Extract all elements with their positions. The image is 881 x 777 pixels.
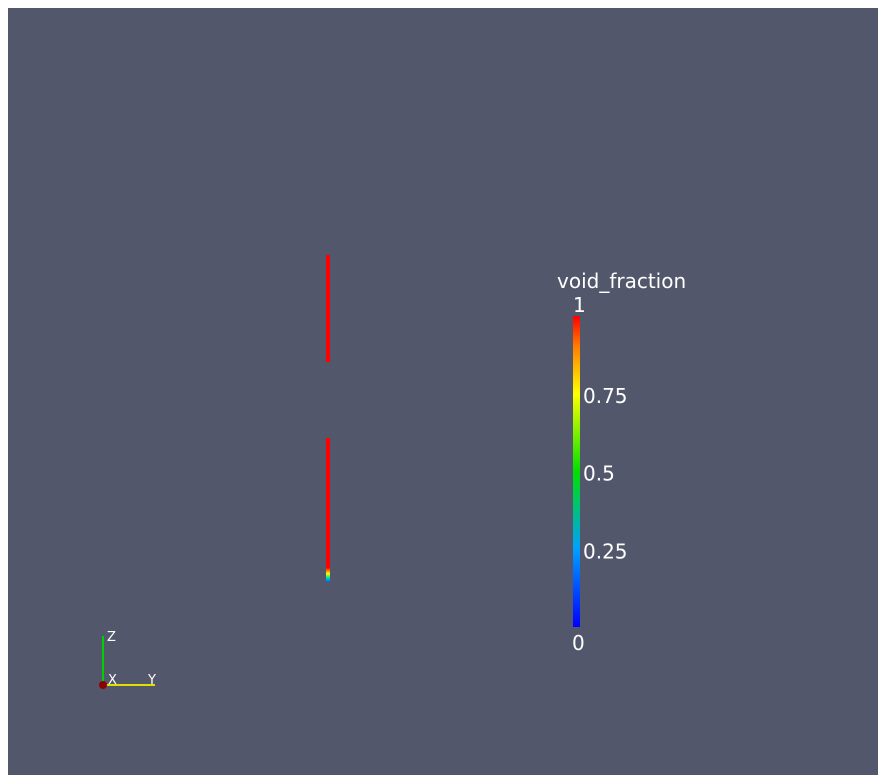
colorbar-tick-label: 0.25 [583, 539, 628, 563]
colorbar: 1 0.75 0.5 0.25 0 [572, 293, 628, 655]
colorbar-tick-label: 0.75 [583, 384, 628, 408]
colorbar-tick-label: 0.5 [583, 462, 615, 486]
colorbar-tick-label: 0 [572, 631, 585, 655]
z-label: Z [107, 630, 116, 645]
colorbar-gradient [573, 316, 580, 627]
orientation-axes: Z X Y [99, 630, 156, 689]
pipe-tip [326, 568, 330, 582]
pipe-upper [326, 255, 330, 362]
x-axis [99, 681, 107, 689]
viewport-background [8, 8, 878, 775]
colorbar-title: void_fraction [557, 269, 686, 293]
colorbar-tick-label: 1 [573, 293, 586, 317]
pipe-lower [326, 438, 330, 570]
x-label: X [108, 673, 117, 688]
y-label: Y [147, 673, 156, 688]
